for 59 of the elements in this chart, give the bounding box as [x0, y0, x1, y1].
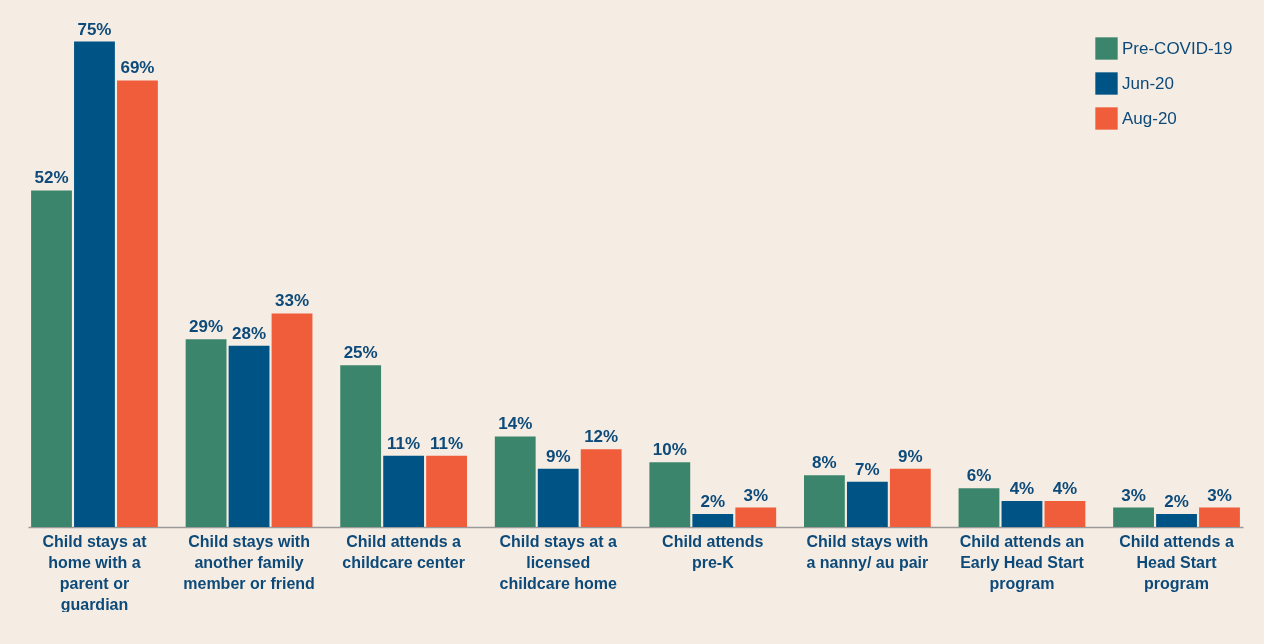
bar	[889, 468, 931, 527]
data-label: 7%	[855, 459, 880, 479]
bar	[117, 80, 158, 527]
bar	[735, 507, 777, 527]
bar	[271, 313, 313, 527]
data-label: 12%	[584, 427, 619, 447]
x-tick-label: Child attends a childcare center	[342, 532, 465, 571]
bar	[846, 481, 888, 527]
data-label: 28%	[232, 323, 267, 343]
x-tick-label: Child attends pre-K	[662, 532, 764, 571]
bar	[537, 468, 579, 527]
bar	[383, 455, 425, 527]
bar	[1113, 507, 1154, 527]
data-label: 11%	[387, 433, 421, 453]
data-label: 11%	[430, 433, 464, 453]
bar	[185, 339, 227, 527]
bar	[1044, 501, 1086, 527]
bar	[426, 455, 468, 527]
data-label: 4%	[1052, 479, 1078, 499]
data-label: 2%	[1164, 492, 1189, 512]
bar	[1156, 514, 1197, 527]
bar	[1199, 507, 1240, 527]
bar	[74, 41, 115, 527]
bar	[958, 488, 1000, 527]
data-label: 14%	[498, 414, 533, 434]
bar	[228, 345, 270, 527]
data-label: 9%	[545, 446, 571, 466]
bar	[803, 475, 845, 527]
data-label: 9%	[898, 446, 923, 466]
x-tick-label: Child stays at home with a parent or guardian	[42, 532, 148, 613]
data-label: 29%	[189, 317, 224, 337]
data-label: 3%	[1121, 485, 1146, 505]
x-tick-label: Child stays with another family member or friend	[183, 532, 315, 592]
data-label: 69%	[120, 58, 155, 78]
x-tick-label: Child stays with a nanny/ au pair	[806, 532, 929, 571]
data-label: 75%	[77, 19, 112, 39]
data-label: 10%	[652, 440, 687, 460]
legend-label: Jun-20	[1122, 73, 1174, 93]
data-label: 33%	[275, 291, 310, 311]
bar	[494, 436, 536, 527]
data-label: 3%	[743, 485, 769, 505]
legend-label: Pre-COVID-19	[1122, 38, 1233, 58]
data-label: 52%	[34, 168, 69, 188]
bar	[31, 190, 72, 527]
bar	[649, 462, 691, 527]
data-label: 2%	[700, 492, 726, 512]
data-label: 25%	[343, 343, 378, 363]
legend-label: Aug-20	[1122, 108, 1177, 128]
bar	[692, 514, 734, 527]
data-label: 8%	[812, 453, 837, 473]
bar	[1001, 501, 1043, 527]
x-tick-label: Child attends a Head Start program	[1119, 532, 1234, 592]
data-label: 6%	[966, 466, 992, 486]
x-tick-label: Child stays at a licensed childcare home	[499, 532, 617, 592]
bar	[580, 449, 622, 527]
data-label: 4%	[1009, 479, 1035, 499]
x-tick-label: Child attends an Early Head Start program	[959, 532, 1085, 592]
data-label: 3%	[1207, 485, 1232, 505]
bar	[340, 365, 382, 527]
